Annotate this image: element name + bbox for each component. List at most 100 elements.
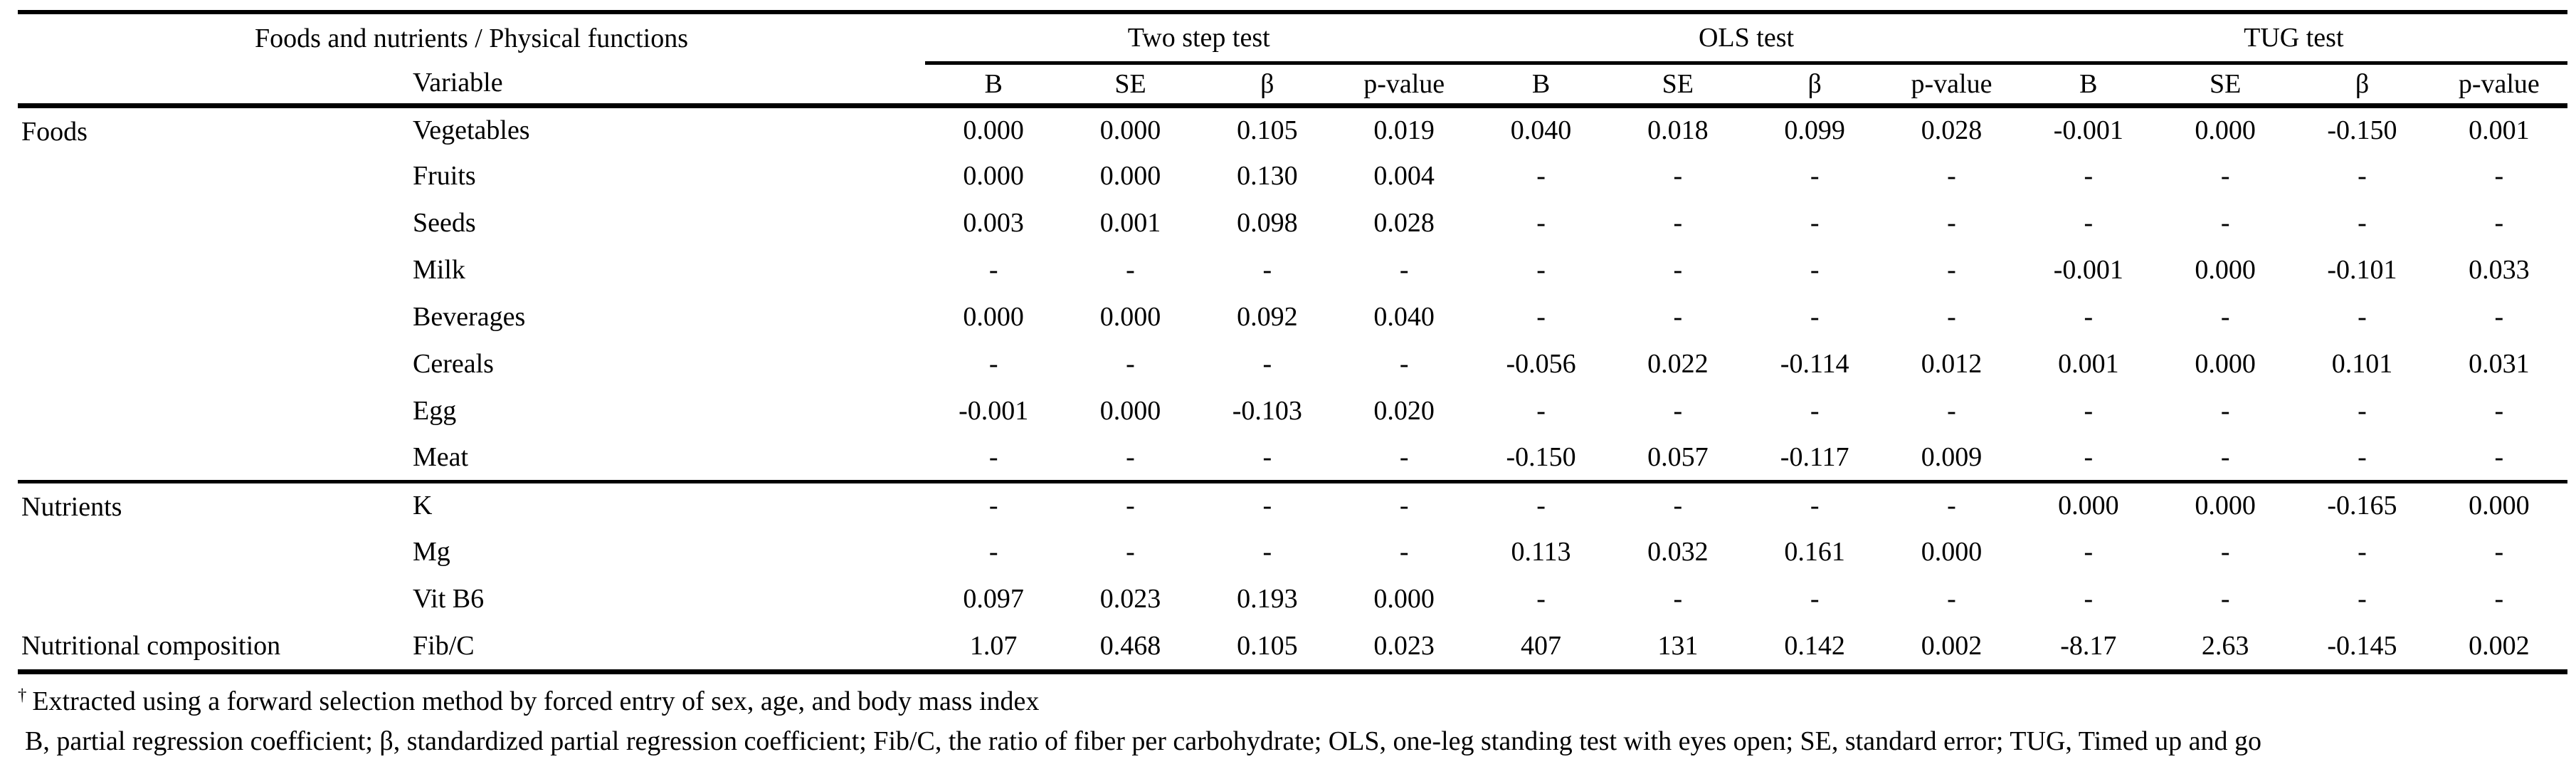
cell-mg-tug-p-value: - [2494, 537, 2504, 567]
cell-mg-tug-b: - [2084, 537, 2094, 567]
section-label-nutritional-composition: Nutritional composition [18, 622, 409, 674]
regression-results-table: Foods and nutrients / Physical functions… [18, 10, 2567, 674]
cell-seeds-tug-se: - [2220, 208, 2230, 238]
cell-cereals-ols-p-value: 0.012 [1921, 349, 1983, 379]
cell-mg-ols-b: 0.113 [1511, 537, 1571, 567]
cell-k-two-step-p-value: - [1335, 479, 1473, 528]
cell-mg-two-step--: - [1262, 537, 1272, 567]
stat-header-tug-se: SE [2157, 63, 2294, 108]
cell-seeds-ols-b: - [1536, 208, 1546, 238]
table-row-meat: Meat - - - - -0.150 0.057 -0.117 0.009 - - - - [18, 434, 2567, 481]
cell-milk-ols-b: - [1536, 255, 1546, 285]
test-header-two-step: Two step test [925, 12, 1473, 65]
cell-fib-c-tug-p-value: 0.002 [2430, 622, 2567, 674]
cell-egg-tug-b: - [2084, 396, 2094, 426]
cell-vegetables-tug--: -0.150 [2327, 115, 2397, 145]
cell-cereals-ols-se: 0.022 [1647, 349, 1709, 379]
cell-k-tug-se: 0.000 [2157, 479, 2294, 528]
cell-seeds-ols-p-value: - [1947, 208, 1956, 238]
cell-egg-ols-b: - [1536, 396, 1546, 426]
cell-milk-two-step-b: - [988, 255, 998, 285]
variable-cell-vit-b6: Vit B6 [413, 584, 485, 614]
cell-vegetables-ols-se: 0.018 [1647, 115, 1709, 145]
cell-vit-b6-two-step-b: 0.097 [963, 584, 1024, 614]
cell-egg-tug-se: - [2220, 396, 2230, 426]
cell-cereals-two-step-p-value: - [1399, 349, 1409, 379]
table-row-beverages: Beverages 0.000 0.000 0.092 0.040 - - - - - - - - [18, 293, 2567, 340]
cell-k-ols--: - [1746, 479, 1884, 528]
cell-fib-c-tug--: -0.145 [2293, 622, 2431, 674]
cell-mg-two-step-b: - [988, 537, 998, 567]
dagger-mark: † [18, 685, 27, 705]
cell-fib-c-two-step-b: 1.07 [925, 622, 1062, 674]
cell-milk-two-step-p-value: - [1399, 255, 1409, 285]
cell-cereals-tug-p-value: 0.031 [2469, 349, 2530, 379]
cell-vit-b6-ols-b: - [1536, 584, 1546, 614]
cell-egg-ols--: - [1810, 396, 1820, 426]
cell-egg-two-step--: -0.103 [1232, 396, 1302, 426]
cell-mg-ols-se: 0.032 [1647, 537, 1709, 567]
cell-vit-b6-two-step--: 0.193 [1237, 584, 1298, 614]
cell-fib-c-tug-b: -8.17 [2020, 622, 2157, 674]
cell-vegetables-two-step-p-value: 0.019 [1373, 115, 1435, 145]
cell-fib-c-ols-p-value: 0.002 [1883, 622, 2020, 674]
cell-fruits-tug-b: - [2084, 161, 2094, 191]
cell-vit-b6-two-step-se: 0.023 [1099, 584, 1161, 614]
cell-seeds-ols-se: - [1673, 208, 1683, 238]
cell-meat-ols-se: 0.057 [1647, 441, 1709, 472]
cell-cereals-ols-b: -0.056 [1506, 349, 1576, 379]
stat-header-tug--: β [2293, 63, 2431, 108]
variable-cell-milk: Milk [413, 255, 465, 285]
cell-fruits-two-step-se: 0.000 [1099, 161, 1161, 191]
variable-column-header: Variable [409, 63, 925, 108]
table-row-k: Nutrients K - - - - - - - -0.000 0.000 -0.165 0.000 [18, 479, 2567, 622]
cell-seeds-two-step--: 0.098 [1237, 208, 1298, 238]
cell-egg-tug--: - [2358, 396, 2367, 426]
cell-cereals-two-step-se: - [1126, 349, 1135, 379]
cell-meat-tug-p-value: - [2494, 441, 2504, 472]
cell-fib-c-two-step-se: 0.468 [1062, 622, 1199, 674]
cell-vit-b6-tug--: - [2358, 584, 2367, 614]
stat-header-tug-p-value: p-value [2430, 63, 2567, 108]
cell-beverages-tug--: - [2358, 302, 2367, 332]
cell-meat-tug--: - [2358, 441, 2367, 472]
cell-seeds-two-step-p-value: 0.028 [1373, 208, 1435, 238]
cell-mg-two-step-se: - [1126, 537, 1135, 567]
cell-mg-ols-p-value: 0.000 [1921, 537, 1983, 567]
cell-milk-tug-se: 0.000 [2195, 255, 2256, 285]
cell-vegetables-two-step--: 0.105 [1237, 115, 1298, 145]
cell-beverages-two-step-se: 0.000 [1099, 302, 1161, 332]
cell-fib-c-two-step-p-value: 0.023 [1335, 622, 1473, 674]
footnotes: † Extracted using a forward selection met… [18, 681, 2567, 761]
footnote-extraction-text: Extracted using a forward selection meth… [32, 686, 1040, 716]
cell-meat-ols-b: -0.150 [1506, 441, 1576, 472]
variable-cell-k: K [409, 479, 925, 528]
table-row-vegetables: Foods Vegetables 0.000 0.000 0.105 0.019 0.040… [18, 105, 2567, 152]
cell-vegetables-tug-p-value: 0.001 [2469, 115, 2530, 145]
cell-beverages-two-step-b: 0.000 [963, 302, 1024, 332]
cell-meat-two-step-se: - [1126, 441, 1135, 472]
test-header-tug: TUG test [2020, 12, 2567, 65]
cell-beverages-ols--: - [1810, 302, 1820, 332]
cell-meat-two-step-b: - [988, 441, 998, 472]
cell-milk-ols--: - [1810, 255, 1820, 285]
stat-header-two-step-b: B [925, 63, 1062, 108]
cell-beverages-tug-se: - [2220, 302, 2230, 332]
variable-cell-mg: Mg [413, 537, 450, 567]
cell-seeds-tug-b: - [2084, 208, 2094, 238]
cell-vegetables-two-step-b: 0.000 [963, 115, 1024, 145]
cell-meat-tug-se: - [2220, 441, 2230, 472]
stat-header-ols--: β [1746, 63, 1884, 108]
cell-vegetables-two-step-se: 0.000 [1099, 115, 1161, 145]
variable-cell-meat: Meat [413, 441, 469, 472]
cell-vegetables-tug-se: 0.000 [2195, 115, 2256, 145]
cell-k-tug-p-value: 0.000 [2430, 479, 2567, 528]
stat-header-ols-p-value: p-value [1883, 63, 2020, 108]
cell-vegetables-ols--: 0.099 [1784, 115, 1845, 145]
cell-milk-ols-p-value: - [1947, 255, 1956, 285]
table-row-milk: Milk - - - - - - - - -0.001 0.000 -0.101 0.033 [18, 246, 2567, 293]
variable-cell-cereals: Cereals [413, 349, 494, 379]
cell-beverages-tug-p-value: - [2494, 302, 2504, 332]
cell-k-tug-b: 0.000 [2020, 479, 2157, 528]
table-row-egg: Egg -0.001 0.000 -0.103 0.020 - - - - - - - - [18, 387, 2567, 434]
